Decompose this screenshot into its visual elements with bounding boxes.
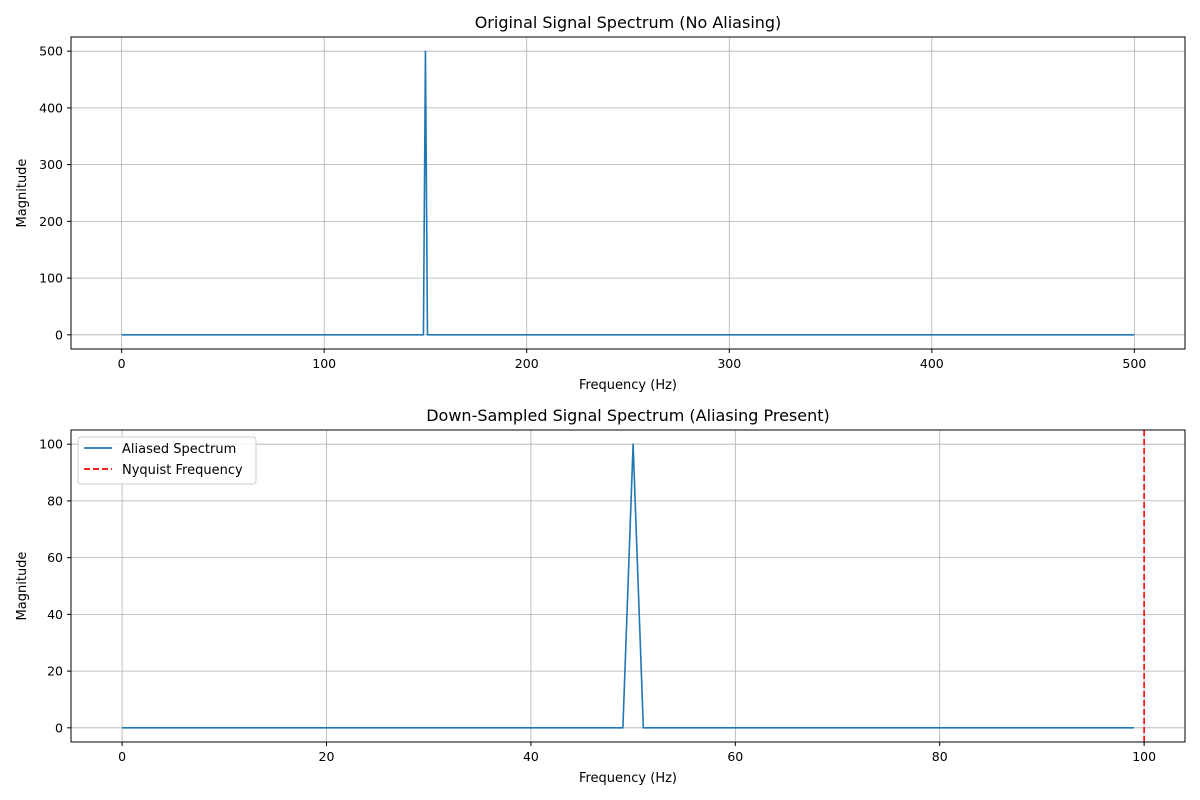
y-tick-label: 40 [47,607,63,622]
x-tick-label: 500 [1122,356,1146,371]
y-tick-label: 60 [47,550,63,565]
x-tick-label: 400 [920,356,944,371]
x-tick-label: 80 [932,749,948,764]
y-tick-label: 80 [47,493,63,508]
y-ticks: 0 20 40 60 80 100 [39,437,71,735]
legend-label-aliased-spectrum: Aliased Spectrum [122,442,236,457]
series-line [122,443,1134,729]
legend-box [77,436,257,485]
x-tick-label: 0 [118,356,126,371]
y-tick-label: 100 [39,437,63,452]
x-ticks: 0 20 40 60 80 100 [118,742,1156,764]
y-tick-label: 0 [55,327,63,342]
x-tick-label: 100 [312,356,336,371]
y-ticks: 0 100 200 300 400 500 [39,44,71,342]
y-tick-label: 20 [47,664,63,679]
x-tick-label: 40 [523,749,539,764]
series-layer [122,443,1134,729]
y-tick-label: 200 [39,214,63,229]
x-tick-label: 20 [319,749,335,764]
chart-title: Down-Sampled Signal Spectrum (Aliasing P… [426,406,830,425]
legend-label-nyquist-frequency: Nyquist Frequency [122,463,243,478]
chart-title: Original Signal Spectrum (No Aliasing) [475,13,782,32]
series-layer [121,50,1135,336]
y-tick-label: 400 [39,100,63,115]
y-axis-label: Magnitude [15,552,30,621]
legend: Aliased Spectrum Nyquist Frequency [77,436,257,485]
y-axis-label: Magnitude [15,159,30,228]
chart-original-spectrum: 0 100 200 300 400 500 0 100 200 300 400 500 Origin… [15,13,1186,393]
series-line [121,50,1135,336]
chart-downsampled-spectrum: 0 20 40 60 80 100 0 20 40 60 80 100 Down-Sampled S… [15,406,1186,786]
x-axis-label: Frequency (Hz) [579,771,677,786]
y-tick-label: 300 [39,157,63,172]
x-tick-label: 0 [118,749,126,764]
x-ticks: 0 100 200 300 400 500 [118,349,1146,371]
y-tick-label: 100 [39,271,63,286]
x-tick-label: 100 [1132,749,1156,764]
x-tick-label: 300 [717,356,741,371]
plot-frame [70,429,1186,743]
plot-frame [70,36,1186,350]
x-tick-label: 200 [515,356,539,371]
x-axis-label: Frequency (Hz) [579,378,677,393]
y-tick-label: 500 [39,44,63,59]
x-tick-label: 60 [727,749,743,764]
y-tick-label: 0 [55,720,63,735]
